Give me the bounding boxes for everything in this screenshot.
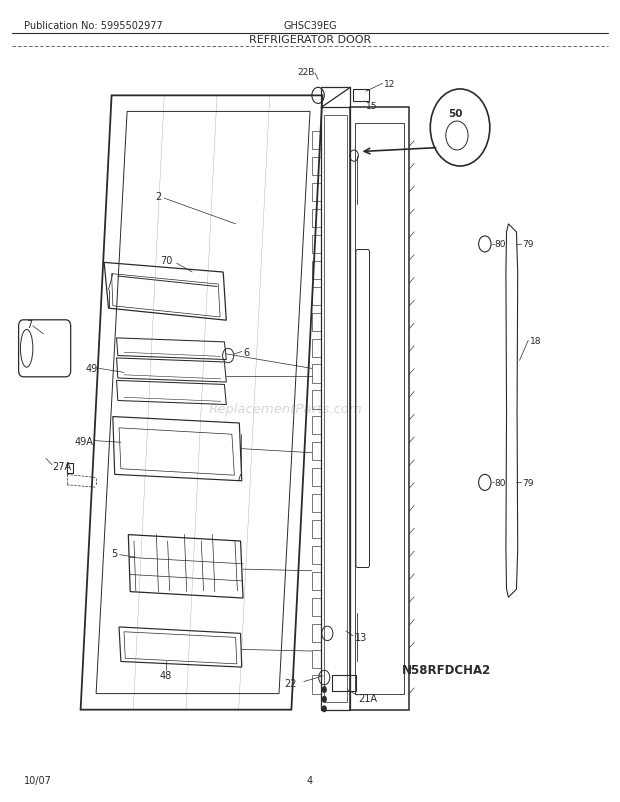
Circle shape [322,696,327,703]
Bar [312,650,321,668]
Text: 79: 79 [523,478,534,488]
Text: 4: 4 [307,775,313,784]
Circle shape [322,687,327,693]
Bar [312,287,321,306]
Text: 70: 70 [160,256,172,265]
Text: 15: 15 [366,102,378,111]
Text: 49: 49 [85,364,97,374]
Bar [312,443,321,461]
Text: GHSC39EG: GHSC39EG [283,22,337,31]
Circle shape [322,706,327,712]
Text: 7: 7 [27,320,33,330]
Text: 13: 13 [355,633,367,642]
Bar [312,339,321,357]
Bar [312,261,321,280]
Bar [312,598,321,616]
Text: 2: 2 [155,192,161,201]
Bar [312,158,321,176]
Text: 48: 48 [160,670,172,680]
Bar [312,236,321,253]
Text: N58RFDCHA2: N58RFDCHA2 [402,663,491,676]
Bar [312,365,321,383]
Text: 10/07: 10/07 [24,775,51,784]
Bar [312,572,321,590]
Text: 79: 79 [523,240,534,249]
Text: 50: 50 [448,109,463,119]
Bar [312,675,321,694]
Text: ReplacementParts.com: ReplacementParts.com [208,403,362,415]
Text: 80: 80 [495,478,507,488]
Text: 12: 12 [384,79,396,89]
Circle shape [430,90,490,167]
Text: 18: 18 [530,336,542,346]
Bar [312,132,321,150]
Bar [312,417,321,435]
Bar [312,624,321,642]
Text: 27A: 27A [53,462,72,472]
Bar [353,90,369,102]
Bar [312,520,321,538]
Bar [312,391,321,409]
Text: 6: 6 [243,347,249,357]
Text: 21A: 21A [358,693,378,703]
Bar [312,210,321,228]
Text: 49A: 49A [74,436,93,446]
Text: 80: 80 [495,240,507,249]
Text: 22B: 22B [297,67,314,77]
Bar [312,546,321,565]
Bar [332,675,356,691]
Bar [312,314,321,331]
Bar [312,494,321,512]
Bar [312,468,321,487]
Text: Publication No: 5995502977: Publication No: 5995502977 [24,22,162,31]
Text: REFRIGERATOR DOOR: REFRIGERATOR DOOR [249,35,371,45]
Text: 22: 22 [284,678,296,688]
Text: 5: 5 [112,549,118,558]
Bar [312,184,321,202]
